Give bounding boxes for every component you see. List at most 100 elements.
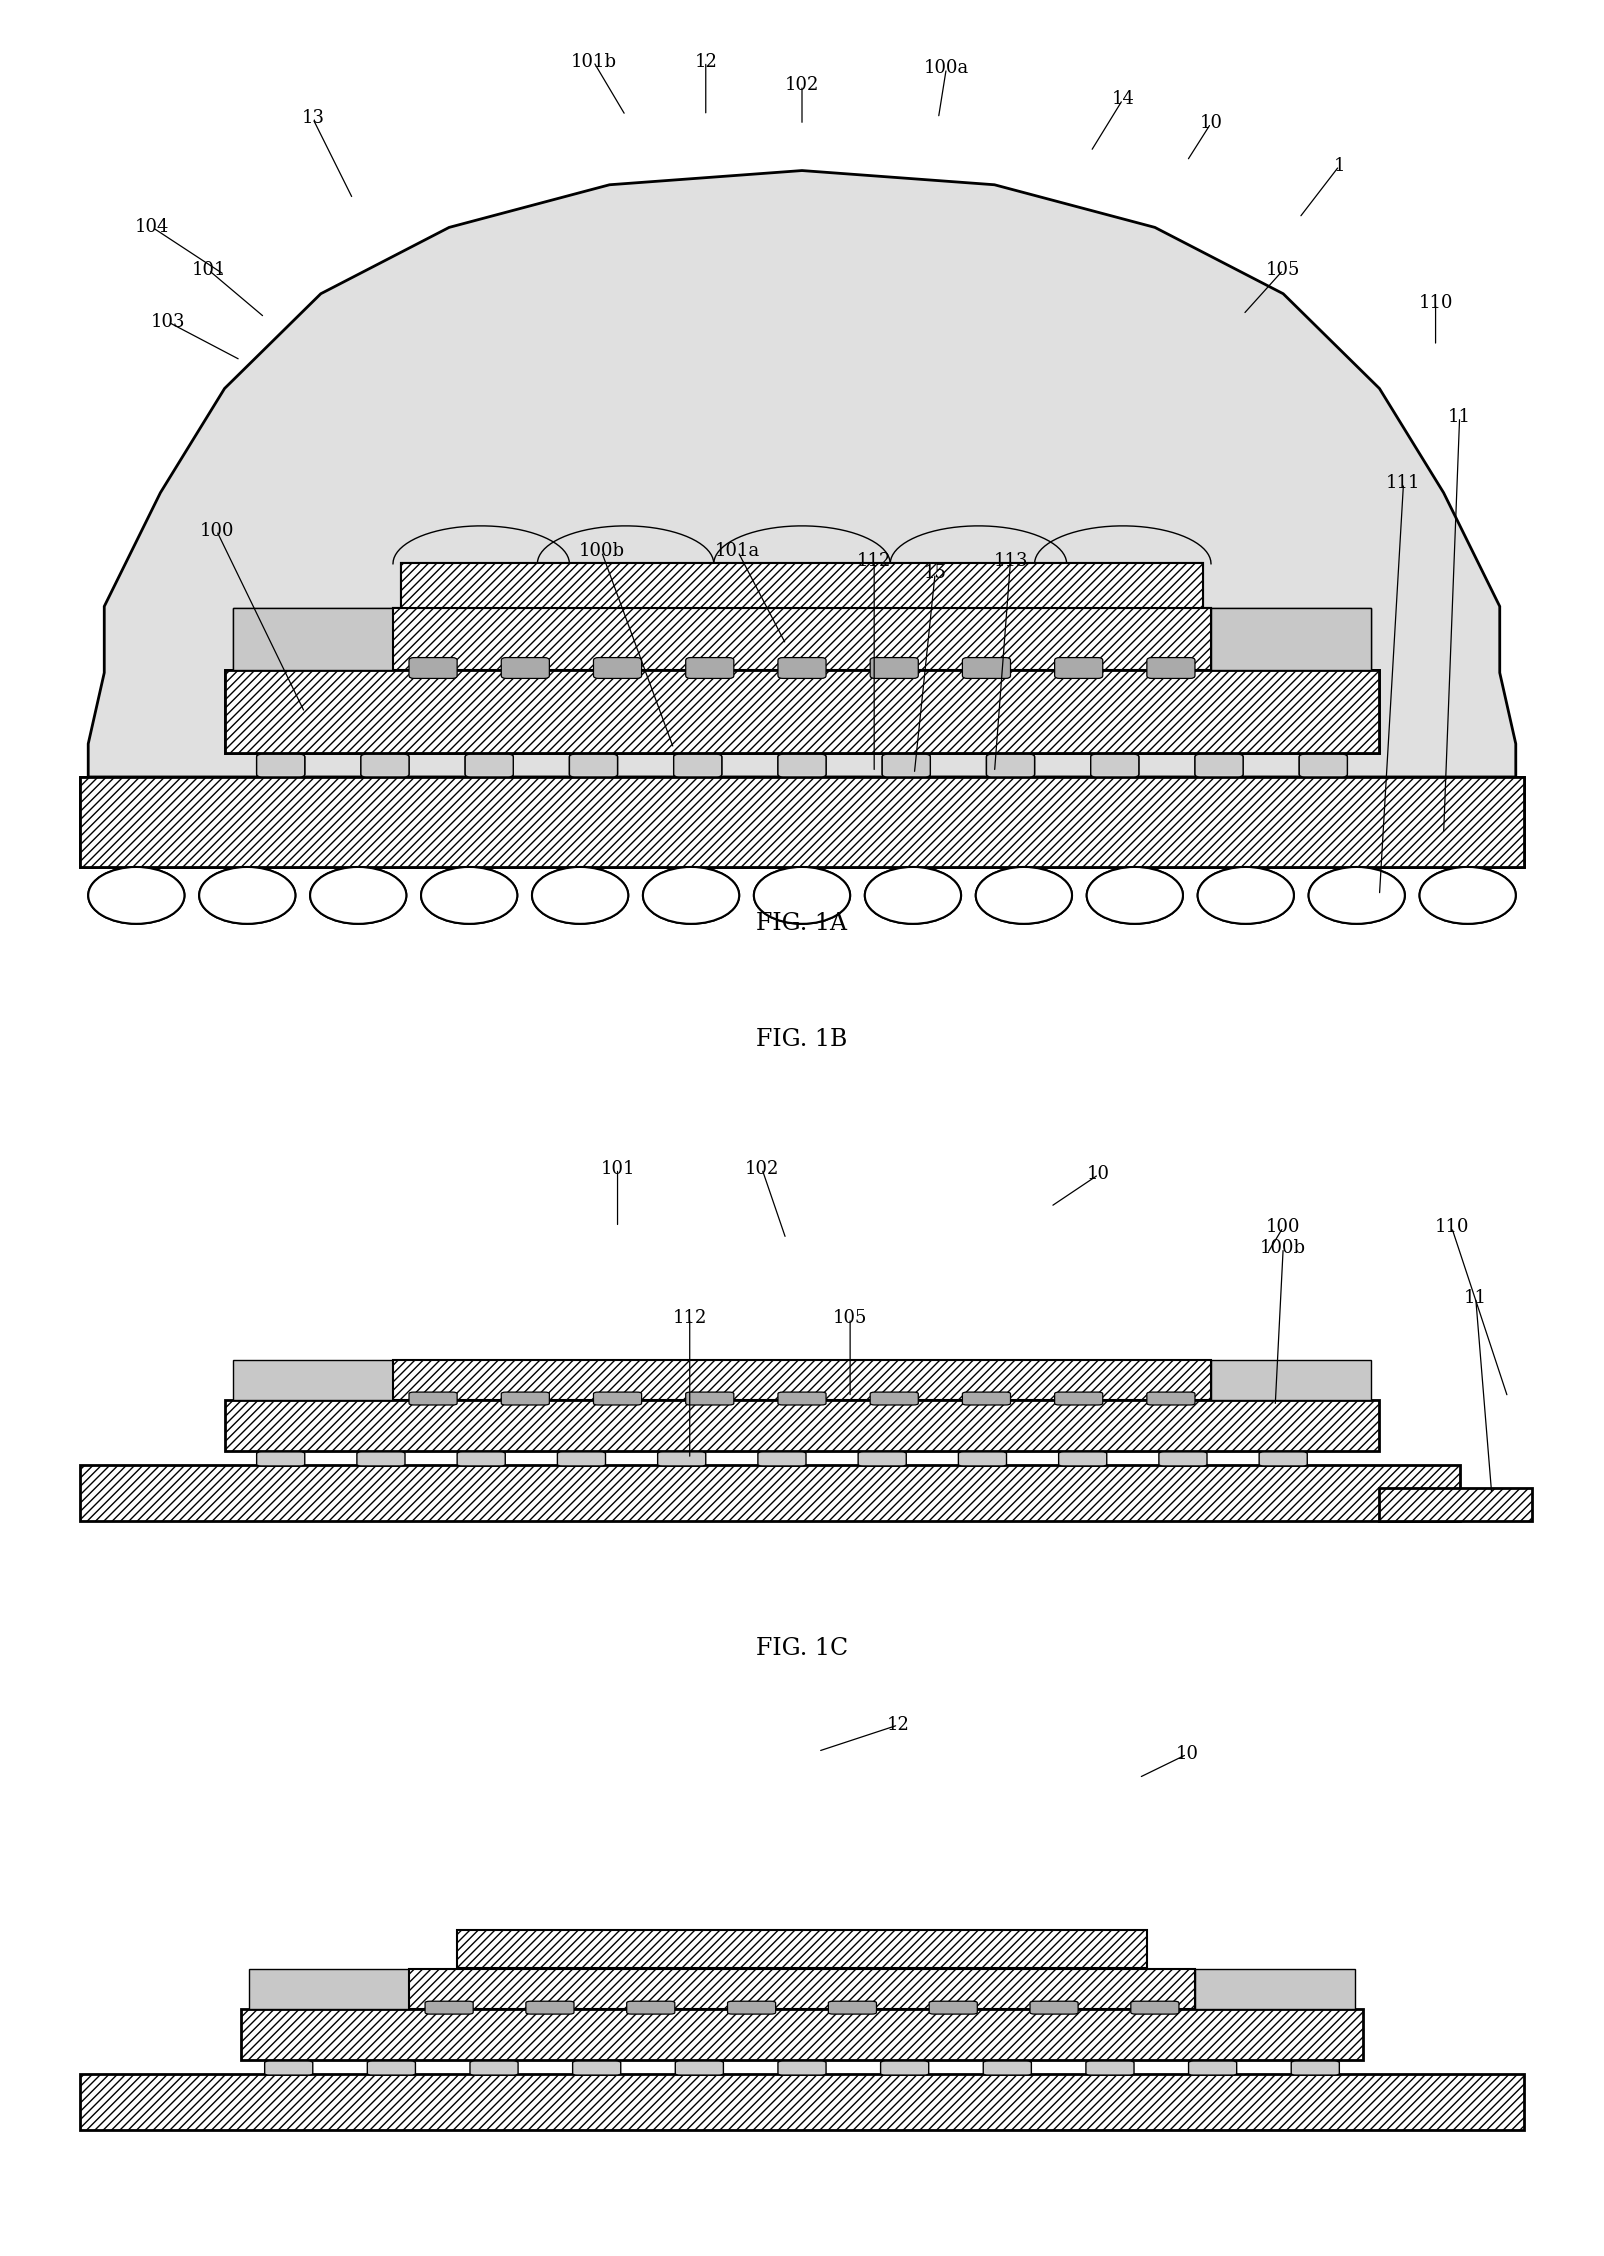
FancyBboxPatch shape: [265, 2062, 313, 2076]
Circle shape: [310, 866, 406, 925]
Text: 11: 11: [1464, 1288, 1487, 1306]
FancyBboxPatch shape: [500, 656, 549, 679]
FancyBboxPatch shape: [1054, 656, 1104, 679]
Text: 111: 111: [1386, 474, 1421, 492]
FancyBboxPatch shape: [962, 656, 1011, 679]
FancyBboxPatch shape: [1030, 2001, 1078, 2015]
FancyBboxPatch shape: [778, 656, 826, 679]
Text: 100a: 100a: [924, 59, 969, 77]
Bar: [409, 1969, 1195, 2008]
Circle shape: [420, 866, 518, 925]
Circle shape: [199, 866, 295, 925]
FancyBboxPatch shape: [962, 656, 1011, 679]
FancyBboxPatch shape: [1054, 1392, 1104, 1405]
FancyBboxPatch shape: [1086, 2062, 1134, 2076]
FancyBboxPatch shape: [962, 1392, 1011, 1405]
Circle shape: [533, 866, 629, 925]
Circle shape: [1420, 866, 1516, 925]
FancyBboxPatch shape: [627, 2001, 675, 2015]
Text: 100: 100: [199, 521, 234, 539]
FancyBboxPatch shape: [1147, 656, 1195, 679]
Text: 101: 101: [600, 1160, 635, 1178]
FancyBboxPatch shape: [1054, 656, 1104, 679]
Text: 101b: 101b: [571, 52, 616, 70]
Text: 101: 101: [191, 262, 226, 280]
FancyBboxPatch shape: [1299, 754, 1347, 776]
FancyBboxPatch shape: [470, 2062, 518, 2076]
Text: 102: 102: [744, 1160, 780, 1178]
Text: 112: 112: [672, 1308, 707, 1327]
FancyBboxPatch shape: [1189, 2062, 1237, 2076]
Circle shape: [643, 866, 739, 925]
Bar: [233, 609, 393, 670]
Circle shape: [1420, 866, 1516, 925]
Bar: [80, 776, 1524, 866]
Text: 14: 14: [1112, 90, 1134, 108]
Circle shape: [975, 866, 1071, 925]
Circle shape: [754, 866, 850, 925]
FancyBboxPatch shape: [569, 754, 618, 776]
Text: 101a: 101a: [715, 541, 760, 559]
FancyBboxPatch shape: [1131, 2001, 1179, 2015]
Text: 102: 102: [784, 77, 820, 95]
FancyBboxPatch shape: [687, 656, 735, 679]
Bar: [401, 562, 1203, 609]
Text: 113: 113: [993, 553, 1028, 571]
FancyBboxPatch shape: [425, 2001, 473, 2015]
FancyBboxPatch shape: [356, 1453, 404, 1466]
Bar: [393, 609, 1211, 670]
Bar: [233, 609, 393, 670]
Text: 10: 10: [1176, 1746, 1198, 1764]
Text: 10: 10: [1200, 115, 1222, 133]
FancyBboxPatch shape: [1195, 754, 1243, 776]
Bar: [1211, 609, 1371, 670]
FancyBboxPatch shape: [500, 1392, 549, 1405]
FancyBboxPatch shape: [869, 656, 917, 679]
Text: 112: 112: [857, 553, 892, 571]
FancyBboxPatch shape: [257, 754, 305, 776]
FancyBboxPatch shape: [1147, 656, 1195, 679]
Text: 100b: 100b: [579, 541, 624, 559]
Bar: [401, 562, 1203, 609]
FancyBboxPatch shape: [869, 1392, 917, 1405]
FancyBboxPatch shape: [869, 656, 917, 679]
FancyBboxPatch shape: [1291, 2062, 1339, 2076]
Text: 110: 110: [1434, 1218, 1469, 1236]
FancyBboxPatch shape: [1147, 1392, 1195, 1405]
Text: 10: 10: [1088, 1166, 1110, 1184]
Bar: [457, 1931, 1147, 1967]
Bar: [80, 776, 1524, 866]
Circle shape: [1309, 866, 1405, 925]
FancyBboxPatch shape: [1259, 1453, 1307, 1466]
Circle shape: [1088, 866, 1182, 925]
Circle shape: [1088, 866, 1182, 925]
Polygon shape: [88, 171, 1516, 776]
FancyBboxPatch shape: [409, 656, 457, 679]
Text: FIG. 1C: FIG. 1C: [755, 1638, 849, 1660]
Bar: [241, 2008, 1363, 2060]
FancyBboxPatch shape: [1091, 754, 1139, 776]
Text: 103: 103: [151, 314, 186, 332]
FancyBboxPatch shape: [457, 1453, 505, 1466]
FancyBboxPatch shape: [569, 754, 618, 776]
Bar: [225, 670, 1379, 754]
FancyBboxPatch shape: [500, 656, 549, 679]
Circle shape: [199, 866, 295, 925]
Bar: [233, 1360, 393, 1399]
Circle shape: [643, 866, 739, 925]
FancyBboxPatch shape: [675, 2062, 723, 2076]
Text: 105: 105: [832, 1308, 868, 1327]
Text: 12: 12: [887, 1717, 909, 1735]
FancyBboxPatch shape: [658, 1453, 706, 1466]
Text: 104: 104: [135, 219, 170, 237]
Circle shape: [88, 866, 184, 925]
Text: 13: 13: [302, 111, 324, 126]
Bar: [225, 670, 1379, 754]
FancyBboxPatch shape: [526, 2001, 574, 2015]
Bar: [393, 609, 1211, 670]
FancyBboxPatch shape: [573, 2062, 621, 2076]
FancyBboxPatch shape: [778, 2062, 826, 2076]
FancyBboxPatch shape: [1299, 754, 1347, 776]
FancyBboxPatch shape: [986, 754, 1035, 776]
FancyBboxPatch shape: [687, 656, 735, 679]
